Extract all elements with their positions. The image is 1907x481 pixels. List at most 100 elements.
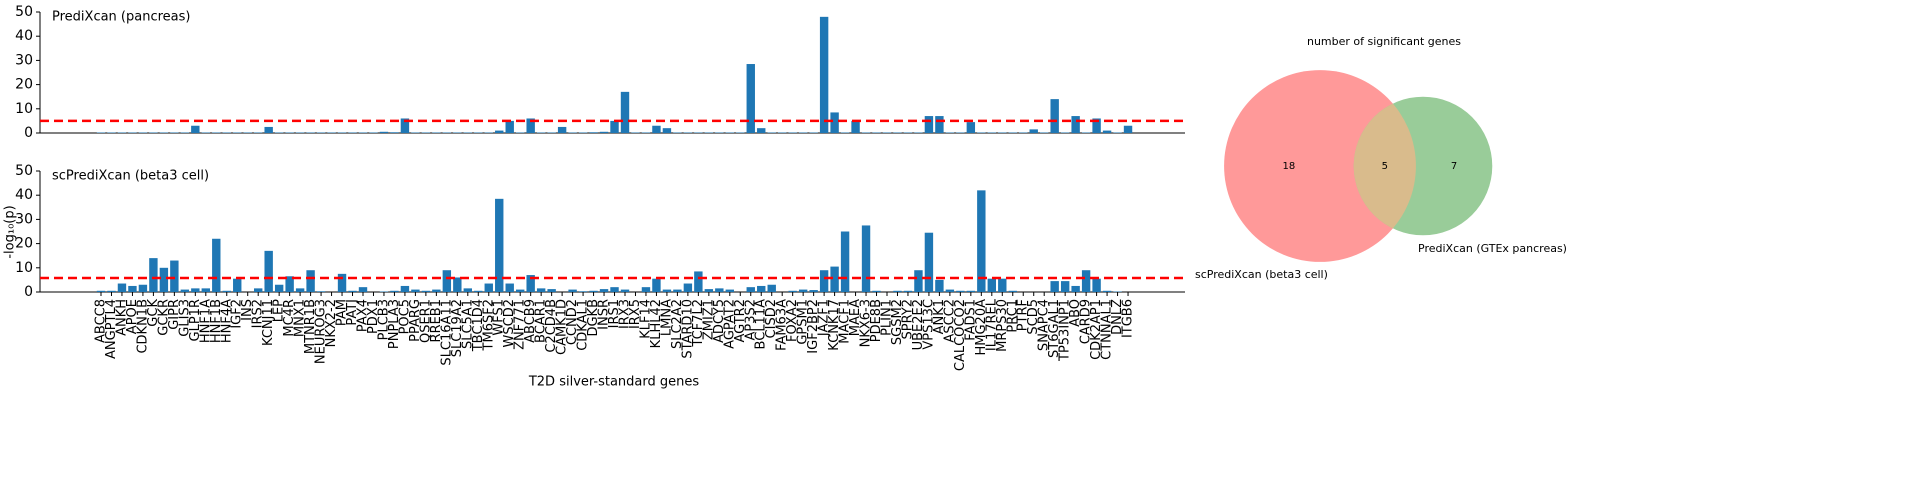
y-tick-label: 0 <box>24 125 33 141</box>
bar <box>474 290 483 292</box>
x-tick-label: GCK <box>146 299 161 327</box>
bar <box>295 288 305 292</box>
bar <box>652 278 661 292</box>
bar <box>1071 285 1080 292</box>
x-tick-label: PRC1 <box>1005 299 1020 333</box>
panel-title: PrediXcan (pancreas) <box>52 10 190 25</box>
venn-set-label: scPrediXcan (beta3 cell) <box>1195 268 1328 281</box>
bar <box>264 126 273 133</box>
bar <box>1071 116 1080 133</box>
bar <box>463 288 472 292</box>
x-tick-label: AGTR2 <box>733 299 748 343</box>
venn-count: 7 <box>1451 161 1457 172</box>
x-tick-label: SPRY2 <box>900 299 915 340</box>
x-tick-label: KLF14 <box>638 299 653 339</box>
x-tick-label: GCKR <box>156 299 171 336</box>
bar <box>966 122 976 133</box>
bar <box>1102 130 1112 133</box>
bar <box>798 289 808 292</box>
y-tick-label: 50 <box>15 4 33 20</box>
x-tick-label: ANGPTL4 <box>104 299 119 359</box>
bar <box>620 91 630 133</box>
x-axis-label: T2D silver-standard genes <box>528 375 700 390</box>
bar <box>390 290 399 292</box>
bar <box>495 130 504 133</box>
bar <box>117 283 127 292</box>
x-tick-label: PNPLA3 <box>387 299 402 349</box>
x-tick-label: C2CD4B <box>544 299 559 353</box>
x-tick-label: GLIS3 <box>177 299 192 337</box>
x-tick-label: LEP <box>272 299 287 322</box>
bar <box>547 289 556 292</box>
x-tick-label: HNF1A <box>198 299 213 343</box>
x-tick-label: TBC1D4 <box>471 299 486 352</box>
x-tick-label: TCF7L2 <box>691 299 706 348</box>
venn-circle <box>1224 70 1416 262</box>
x-tick-label: ABCC8 <box>94 299 109 343</box>
bar <box>1092 118 1101 133</box>
bar <box>1029 129 1038 133</box>
bar <box>977 190 986 292</box>
bar <box>851 120 860 133</box>
bar <box>400 118 410 133</box>
x-tick-label: CCND2 <box>565 299 580 345</box>
x-tick-label: PTRF <box>1016 299 1031 331</box>
x-tick-label: BCL11A <box>754 299 769 350</box>
bar <box>830 266 839 292</box>
venn-overlap <box>1353 96 1416 236</box>
bar <box>578 291 588 292</box>
x-tick-label: PLIN1 <box>880 299 895 336</box>
bar <box>935 279 944 292</box>
bar <box>453 277 462 292</box>
x-tick-label: SNAPC4 <box>1037 299 1052 351</box>
x-tick-label: ZMIZ1 <box>701 299 716 340</box>
x-tick-label: PLCB3 <box>376 299 391 340</box>
x-tick-label: JAZF1 <box>817 299 832 337</box>
bar <box>662 128 672 133</box>
bar <box>96 290 106 292</box>
x-tick-label: PPARG <box>408 299 423 342</box>
bar <box>987 278 996 292</box>
bar <box>264 250 273 292</box>
bar <box>222 290 231 292</box>
bar <box>757 285 766 292</box>
bar <box>274 284 284 292</box>
x-tick-label: CISD2 <box>764 299 779 338</box>
x-tick-label: FAM63A <box>775 299 790 351</box>
x-tick-label: RREB1 <box>429 299 444 342</box>
bar <box>1092 278 1101 292</box>
y-tick-label: 40 <box>15 28 33 44</box>
bar <box>903 290 913 292</box>
bar <box>411 289 420 292</box>
bar <box>662 289 672 292</box>
x-tick-label: KCNK17 <box>827 299 842 351</box>
x-tick-label: SLC16A11 <box>439 299 454 366</box>
x-tick-label: LMNA <box>659 299 674 336</box>
x-tick-label: CTNNAL1 <box>1100 299 1115 360</box>
x-tick-label: VPS13C <box>921 299 936 350</box>
x-tick-label: KCNJ11 <box>261 299 276 346</box>
venn-count: 5 <box>1382 161 1388 172</box>
x-tick-label: SLC5A1 <box>460 299 475 349</box>
x-tick-label: CARD9 <box>1079 299 1094 344</box>
x-tick-label: CDKAL1 <box>576 299 591 351</box>
x-tick-label: CDKN1B <box>135 299 150 354</box>
x-tick-label: GLP1R <box>188 299 203 341</box>
bar <box>589 132 598 133</box>
bar <box>652 125 661 133</box>
x-tick-label: AGPAT2 <box>722 299 737 349</box>
bar <box>170 260 179 292</box>
bar <box>819 16 829 134</box>
bar <box>379 131 389 133</box>
x-tick-label: ST6GAL1 <box>1047 299 1062 358</box>
bar <box>526 118 535 133</box>
bar <box>599 131 609 133</box>
bar <box>505 283 514 292</box>
x-tick-label: HNF4A <box>219 299 234 343</box>
x-tick-label: MRPS30 <box>995 299 1010 352</box>
bar <box>159 267 169 292</box>
x-tick-label: HNF1B <box>209 299 224 343</box>
bar <box>1060 281 1070 292</box>
x-tick-label: SLC2A2 <box>670 299 685 349</box>
y-tick-label: 20 <box>15 77 33 93</box>
